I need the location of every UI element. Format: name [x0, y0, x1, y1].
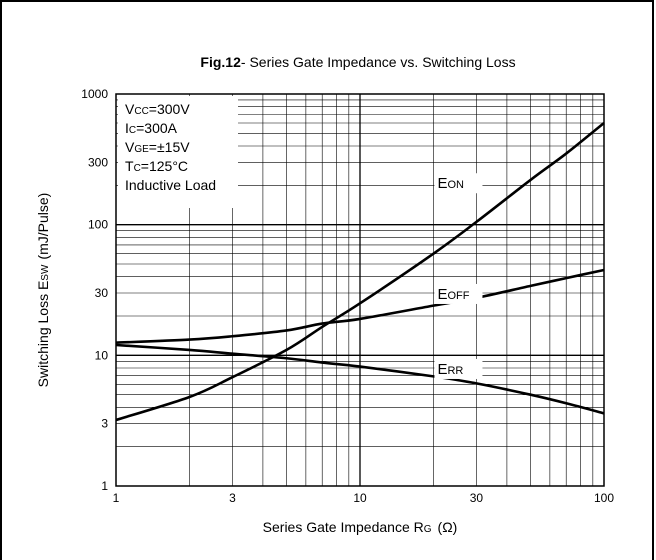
- y-tick-label: 1: [101, 479, 108, 493]
- series-label-eon: EON: [437, 175, 464, 192]
- y-axis-title-sub: SW: [40, 264, 51, 281]
- y-tick-label: 100: [88, 218, 108, 232]
- chart-title: Fig.12- Series Gate Impedance vs. Switch…: [200, 54, 515, 70]
- conditions-box: [118, 96, 238, 208]
- series-label-bg: [434, 173, 483, 194]
- y-axis-tick-labels: 1 3 10 30 100 300 1000: [81, 87, 108, 493]
- x-axis-title-unit: (Ω): [438, 519, 458, 535]
- grid-major: [116, 94, 604, 486]
- series-line-eon: [115, 121, 605, 422]
- x-axis-title-main: Series Gate Impedance R: [263, 519, 424, 535]
- y-axis-title-main: Switching Loss E: [35, 281, 51, 388]
- y-tick-label: 10: [95, 348, 109, 362]
- series-lines: [115, 121, 605, 422]
- chart-title-prefix: Fig.12: [200, 54, 241, 70]
- condition-line: VCC=300V: [125, 101, 190, 117]
- series-line-eoff: [115, 268, 605, 344]
- condition-line: Inductive Load: [125, 177, 216, 193]
- x-tick-label: 30: [470, 491, 484, 505]
- x-axis-title: Series Gate Impedance RG (Ω): [263, 519, 458, 535]
- chart-title-rest: - Series Gate Impedance vs. Switching Lo…: [241, 54, 516, 70]
- x-tick-label: 1: [113, 491, 120, 505]
- y-tick-label: 3: [101, 417, 108, 431]
- series-line-err: [115, 343, 605, 415]
- y-tick-label: 1000: [81, 87, 108, 101]
- x-tick-label: 10: [353, 491, 367, 505]
- y-tick-label: 300: [88, 155, 108, 169]
- condition-line: VGE=±15V: [125, 139, 190, 155]
- condition-line: IC=300A: [125, 120, 178, 136]
- series-labels: EON EOFF ERR: [434, 173, 483, 379]
- condition-line: TC=125°C: [125, 158, 188, 174]
- conditions-legend: VCC=300V IC=300A VGE=±15V TC=125°C Inductive…: [125, 101, 216, 193]
- x-tick-label: 100: [594, 491, 614, 505]
- series-label-eoff: EOFF: [437, 286, 469, 303]
- y-axis-title: Switching Loss ESW (mJ/Pulse): [35, 193, 51, 388]
- x-tick-label: 3: [229, 491, 236, 505]
- y-axis-title-unit: (mJ/Pulse): [35, 193, 51, 260]
- y-tick-label: 30: [95, 286, 109, 300]
- series-label-bg: [434, 283, 483, 304]
- x-axis-title-sub: G: [424, 524, 432, 535]
- series-label-bg: [434, 358, 483, 379]
- series-label-err: ERR: [437, 361, 463, 378]
- plot-area-border: [115, 93, 605, 487]
- x-axis-tick-labels: 1 3 10 30 100: [113, 491, 615, 505]
